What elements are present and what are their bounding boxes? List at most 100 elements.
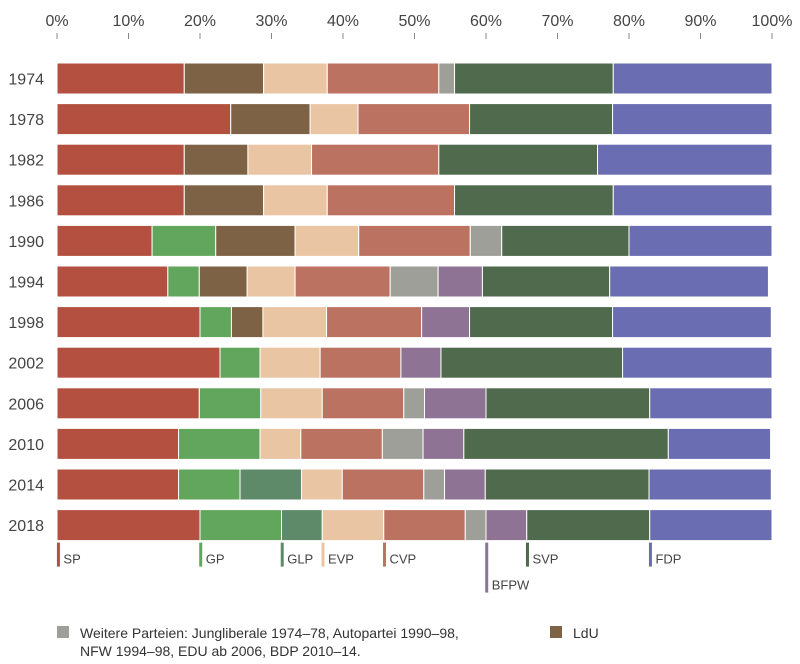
- year-label: 1998: [8, 315, 44, 332]
- bar-segment-fdp: [612, 103, 773, 136]
- bar-segment-evp: [246, 265, 296, 298]
- party-label-gp: GP: [206, 552, 225, 567]
- x-tick-label: 90%: [684, 13, 716, 30]
- bar-segment-cvp: [326, 62, 440, 95]
- bar-segment-sp: [56, 427, 180, 460]
- bar-segment-fdp: [648, 468, 772, 501]
- bar-segment-sp: [56, 468, 180, 501]
- party-marker-fdp: [648, 542, 652, 567]
- bar-segment-bfpw: [422, 427, 465, 460]
- year-label: 2018: [8, 518, 44, 535]
- year-label: 2006: [8, 396, 44, 413]
- bar-segment-svp: [469, 306, 614, 339]
- bar-segment-sp: [56, 103, 232, 136]
- bar-segment-fdp: [609, 265, 769, 298]
- year-label: 1990: [8, 234, 44, 251]
- bar-segment-cvp: [326, 184, 456, 217]
- bar-segment-cvp: [321, 387, 405, 420]
- x-tick-label: 20%: [184, 13, 216, 30]
- x-tick-label: 70%: [541, 13, 573, 30]
- bar-segment-weitere-parteien: [438, 62, 456, 95]
- bar-segment-evp: [301, 468, 343, 501]
- bar-segment-svp: [440, 346, 624, 379]
- bar-segment-sp: [56, 346, 221, 379]
- year-label: 2010: [8, 437, 44, 454]
- bar-segment-svp: [463, 427, 669, 460]
- bar-segment-fdp: [612, 62, 773, 95]
- bar-segment-cvp: [358, 224, 471, 257]
- bar-segment-fdp: [667, 427, 772, 460]
- footnote-line-2: NFW 1994–98, EDU ab 2006, BDP 2010–14.: [80, 643, 361, 659]
- bar-segment-fdp: [649, 387, 773, 420]
- bar-segment-evp: [262, 306, 328, 339]
- bar-segment-gp: [198, 387, 262, 420]
- legend-swatch-ldu: [550, 626, 562, 638]
- bar-segment-ldu: [230, 103, 311, 136]
- bar-segment-evp: [259, 346, 321, 379]
- bar-segment-fdp: [628, 224, 773, 257]
- bar-segment-sp: [56, 265, 169, 298]
- bar-segment-weitere-parteien: [469, 224, 503, 257]
- bar-segment-svp: [485, 387, 651, 420]
- bar-segment-evp: [309, 103, 359, 136]
- bar-segment-fdp: [612, 306, 772, 339]
- bar-segment-sp: [56, 509, 201, 542]
- bar-segment-cvp: [319, 346, 402, 379]
- bar-segment-fdp: [612, 184, 773, 217]
- bar-segment-sp: [56, 387, 200, 420]
- bar-segment-bfpw: [400, 346, 442, 379]
- party-label-svp: SVP: [532, 552, 558, 567]
- bar-segment-gp: [199, 306, 232, 339]
- bar-segment-bfpw: [437, 265, 483, 298]
- bar-segment-sp: [56, 306, 201, 339]
- bar-segment-ldu: [230, 306, 264, 339]
- party-marker-svp: [525, 542, 529, 567]
- bar-segment-gp: [167, 265, 200, 298]
- bar-segment-fdp: [597, 143, 773, 176]
- party-marker-bfpw: [485, 542, 489, 593]
- bar-segment-sp: [56, 184, 185, 217]
- bar-segment-weitere-parteien: [403, 387, 426, 420]
- bar-segment-svp: [501, 224, 630, 257]
- bar-segment-cvp: [357, 103, 471, 136]
- bar-segment-evp: [263, 62, 328, 95]
- bar-segment-sp: [56, 62, 185, 95]
- year-label: 1982: [8, 153, 44, 170]
- party-label-fdp: FDP: [655, 552, 681, 567]
- bar-segment-cvp: [311, 143, 440, 176]
- bar-segment-svp: [481, 265, 611, 298]
- bar-segment-weitere-parteien: [464, 509, 487, 542]
- bar-segment-gp: [151, 224, 217, 257]
- bar-segment-svp: [526, 509, 651, 542]
- party-marker-glp: [280, 542, 284, 567]
- legend-label-ldu: LdU: [573, 625, 599, 641]
- bar-segment-gp: [178, 427, 261, 460]
- party-label-glp: GLP: [287, 552, 313, 567]
- year-label: 1974: [8, 72, 44, 89]
- party-marker-cvp: [382, 542, 386, 567]
- legend-swatch-weitere: [57, 626, 69, 638]
- bar-segment-gp: [199, 509, 283, 542]
- bar-segment-ldu: [183, 62, 265, 95]
- bar-segment-evp: [260, 387, 323, 420]
- year-label: 2014: [8, 478, 44, 495]
- party-label-evp: EVP: [328, 552, 354, 567]
- bar-segment-evp: [294, 224, 360, 257]
- x-tick-label: 30%: [255, 13, 287, 30]
- bar-segment-svp: [484, 468, 650, 501]
- x-tick-label: 50%: [398, 13, 430, 30]
- bar-segment-ldu: [198, 265, 248, 298]
- bar-segment-bfpw: [421, 306, 471, 339]
- bar-segment-bfpw: [444, 468, 486, 501]
- x-tick-label: 0%: [45, 13, 68, 30]
- bar-segment-weitere-parteien: [423, 468, 446, 501]
- footnote-line-1: Weitere Parteien: Jungliberale 1974–78, …: [80, 625, 459, 641]
- year-label: 1994: [8, 275, 44, 292]
- x-tick-label: 10%: [112, 13, 144, 30]
- x-tick-label: 40%: [327, 13, 359, 30]
- bar-segment-svp: [438, 143, 599, 176]
- bar-segment-ldu: [183, 143, 249, 176]
- bar-segment-ldu: [183, 184, 265, 217]
- bar-segment-cvp: [383, 509, 466, 542]
